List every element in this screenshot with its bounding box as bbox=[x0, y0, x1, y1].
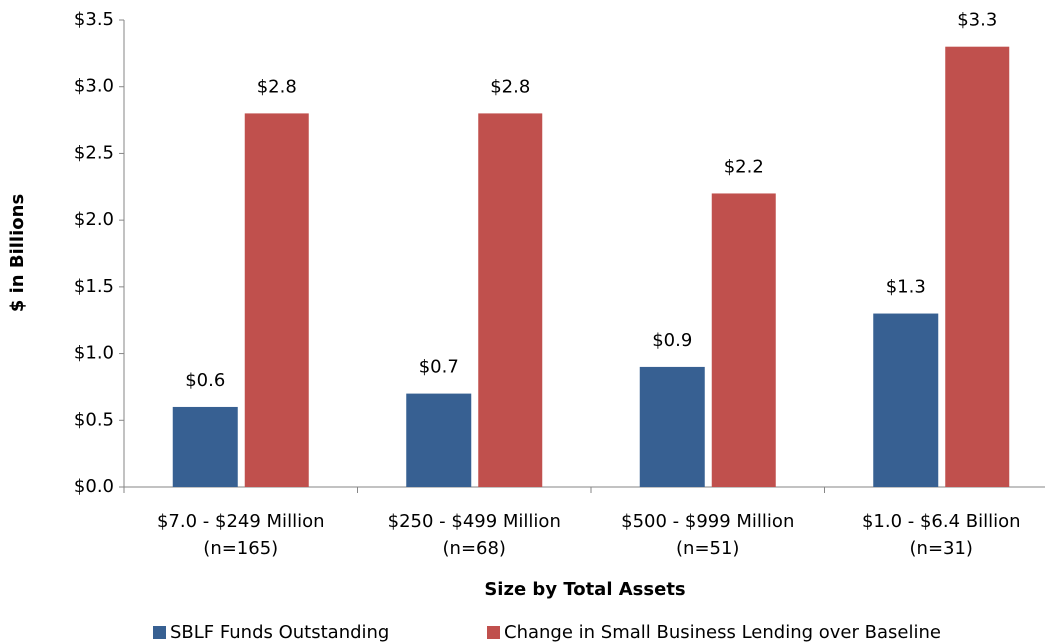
bar bbox=[172, 406, 238, 487]
legend-swatch bbox=[487, 626, 500, 639]
bar bbox=[478, 113, 543, 488]
value-label: $2.8 bbox=[490, 76, 530, 97]
y-tick-label: $0.0 bbox=[74, 476, 114, 497]
y-tick-label: $2.0 bbox=[74, 209, 114, 230]
y-tick-label: $1.5 bbox=[74, 276, 114, 297]
x-tick-label: $500 - $999 Million bbox=[621, 511, 794, 532]
bar bbox=[244, 113, 309, 488]
x-tick-label: (n=31) bbox=[910, 538, 973, 559]
value-label: $2.2 bbox=[724, 156, 764, 177]
y-tick-label: $1.0 bbox=[74, 343, 114, 364]
bar bbox=[639, 366, 705, 487]
value-label: $0.7 bbox=[419, 357, 459, 378]
y-tick-label: $3.0 bbox=[74, 76, 114, 97]
legend-swatch bbox=[153, 626, 166, 639]
y-axis-title: $ in Billions bbox=[7, 194, 28, 312]
value-label: $0.9 bbox=[652, 330, 692, 351]
x-axis-title: Size by Total Assets bbox=[484, 579, 685, 600]
bar bbox=[711, 193, 776, 487]
value-label: $2.8 bbox=[257, 76, 297, 97]
bar bbox=[406, 393, 472, 487]
y-tick-label: $2.5 bbox=[74, 142, 114, 163]
x-tick-label: $250 - $499 Million bbox=[388, 511, 561, 532]
value-label: $3.3 bbox=[957, 10, 997, 31]
x-tick-label: $7.0 - $249 Million bbox=[157, 511, 325, 532]
legend-label: SBLF Funds Outstanding bbox=[170, 622, 389, 643]
value-label: $0.6 bbox=[185, 370, 225, 391]
legend-label: Change in Small Business Lending over Ba… bbox=[504, 622, 941, 643]
x-tick-label: $1.0 - $6.4 Billion bbox=[862, 511, 1021, 532]
x-tick-label: (n=68) bbox=[443, 538, 506, 559]
y-tick-label: $0.5 bbox=[74, 409, 114, 430]
y-tick-label: $3.5 bbox=[74, 9, 114, 30]
x-tick-label: (n=51) bbox=[676, 538, 739, 559]
bar bbox=[873, 313, 939, 487]
x-tick-label: (n=165) bbox=[203, 538, 278, 559]
bar bbox=[945, 46, 1010, 487]
value-label: $1.3 bbox=[886, 277, 926, 298]
